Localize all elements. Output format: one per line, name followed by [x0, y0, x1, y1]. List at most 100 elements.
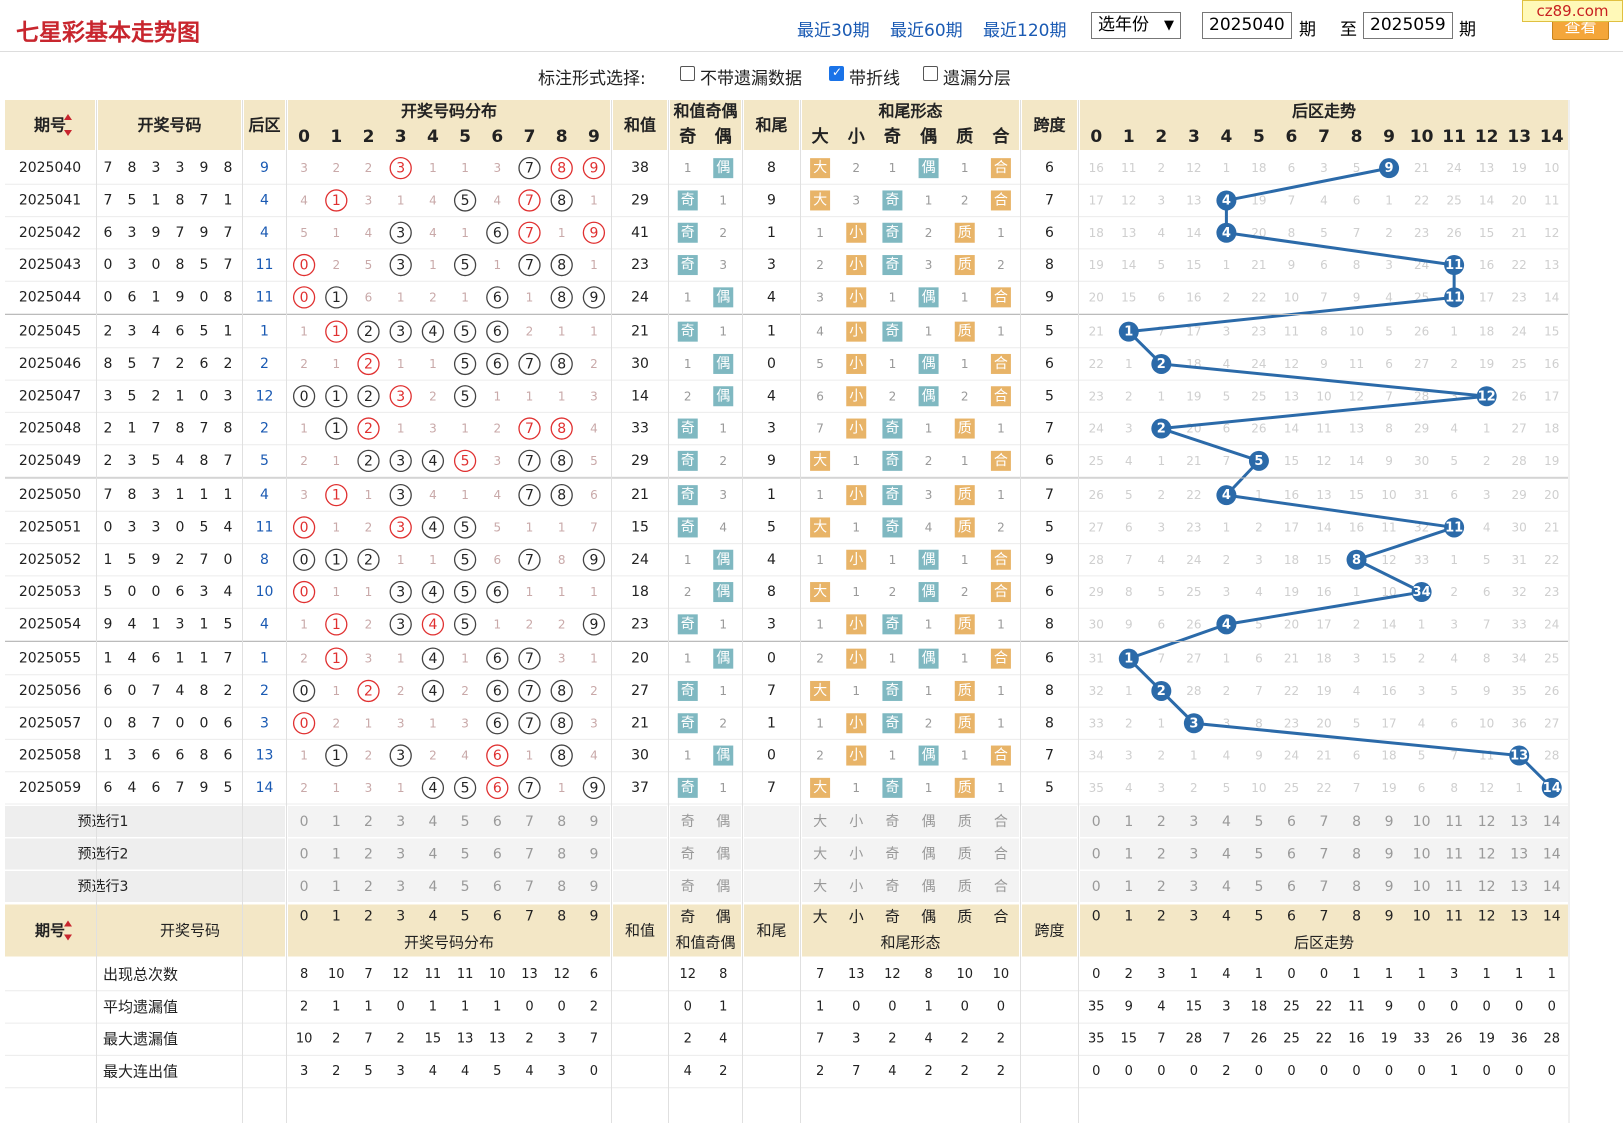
dist-ball	[292, 253, 316, 277]
header-trend-digit: 9	[1383, 127, 1395, 147]
nav-recent-30[interactable]: 最近30期	[797, 21, 870, 41]
span-cell: 7	[1045, 748, 1054, 764]
preselect-trend: 5	[1254, 814, 1263, 830]
trend-ball	[1541, 777, 1562, 798]
dist-miss: 3	[300, 488, 308, 502]
dist-ball	[325, 483, 348, 507]
layered-omission-label[interactable]: 遗漏分层	[943, 69, 1011, 89]
draw-number: 8	[200, 453, 209, 469]
dist-ball-text: 7	[525, 193, 534, 209]
trend-miss: 1	[1223, 258, 1231, 272]
year-select[interactable]: 选年份 ▼	[1091, 12, 1181, 39]
trend-ball-text: 11	[1445, 520, 1463, 535]
span-cell: 6	[1045, 651, 1054, 667]
dist-miss: 1	[461, 488, 469, 502]
period-cell: 2025057	[19, 715, 81, 731]
dist-ball	[389, 449, 412, 473]
dist-ball	[389, 613, 412, 636]
form-miss: 1	[852, 585, 860, 599]
form-tag	[990, 549, 1011, 570]
no-omission-checkbox[interactable]	[680, 66, 695, 81]
dist-miss: 3	[493, 161, 501, 175]
trend-miss: 20	[1512, 193, 1527, 207]
period-from-suffix: 期	[1299, 20, 1316, 40]
trend-miss: 6	[1320, 258, 1328, 272]
preselect-trend: 5	[1254, 879, 1263, 895]
sort-icon[interactable]	[64, 920, 72, 941]
trend-miss: 31	[1089, 652, 1104, 666]
preselect-trend: 9	[1385, 847, 1394, 863]
preselect-bg	[288, 871, 610, 902]
preselect-digit: 0	[300, 814, 309, 830]
nav-recent-60[interactable]: 最近60期	[890, 21, 963, 41]
polyline-label[interactable]: 带折线	[849, 69, 900, 89]
parity-tag-text: 偶	[716, 748, 730, 764]
dist-ball-text: 8	[557, 161, 566, 177]
parity-tag-text: 奇	[681, 224, 695, 241]
trend-miss: 11	[1284, 325, 1299, 339]
no-omission-label[interactable]: 不带遗漏数据	[700, 69, 802, 89]
form-miss: 1	[816, 226, 824, 240]
trend-ball	[1118, 648, 1139, 669]
draw-number: 7	[152, 356, 161, 372]
dist-miss: 4	[429, 488, 437, 502]
dist-ball-text: 5	[461, 324, 470, 340]
layered-omission-checkbox[interactable]	[923, 66, 938, 81]
options-label: 标注形式选择:	[538, 69, 646, 89]
dist-ball-text: 3	[396, 748, 405, 764]
form-tag-text: 质	[958, 324, 972, 340]
form-tag-text: 小	[849, 552, 863, 568]
table-row: 2025045 2 3 4 6 5 1 1 1 1 2 3 4 5 6 2 1 1 21 奇 1 1 4 小奇 1 质 1 5 21 7 1…	[19, 320, 1559, 343]
trend-miss: 6	[1158, 290, 1166, 304]
footer-tail-form: 和尾形态	[880, 934, 940, 952]
dist-miss: 2	[300, 781, 308, 795]
header-trend-digit: 5	[1253, 127, 1265, 147]
dist-ball	[453, 776, 477, 799]
footer-trend-digit: 14	[1543, 909, 1561, 925]
trend-ball-text: 9	[1385, 161, 1394, 176]
tail-cell: 9	[767, 192, 776, 208]
nav-recent-120[interactable]: 最近120期	[983, 21, 1067, 41]
stat-dist: 15	[425, 1032, 442, 1047]
dist-ball-text: 7	[525, 488, 534, 504]
parity-tag-text: 偶	[716, 289, 730, 305]
trend-miss: 5	[1125, 488, 1133, 502]
stat-form: 2	[997, 1064, 1005, 1079]
period-from-input[interactable]: 2025040	[1202, 12, 1292, 39]
polyline-checkbox[interactable]	[829, 65, 844, 81]
dist-ball	[325, 417, 348, 440]
draw-number: 7	[200, 552, 209, 568]
stat-dist: 13	[489, 1032, 506, 1047]
trend-miss: 22	[1251, 290, 1266, 304]
period-to-input[interactable]: 2025059	[1363, 12, 1453, 39]
sum-cell: 24	[631, 289, 649, 305]
trend-ball	[1118, 321, 1139, 342]
stat-form: 1	[816, 999, 824, 1014]
form-tag	[882, 255, 903, 276]
trend-miss: 3	[1158, 520, 1166, 534]
footer-header-cell	[5, 904, 285, 957]
trend-miss: 28	[1414, 389, 1429, 403]
form-tag-text: 奇	[885, 224, 899, 241]
footer-dist: 开奖号码分布	[404, 934, 494, 952]
form-tag-text: 质	[958, 257, 972, 273]
form-miss: 2	[816, 652, 824, 666]
dist-ball	[421, 647, 445, 670]
preselect-trend: 2	[1157, 879, 1166, 895]
dist-miss: 1	[397, 553, 405, 567]
dist-ball	[389, 516, 412, 539]
draw-number: 8	[224, 421, 233, 437]
form-miss: 2	[997, 520, 1005, 534]
span-cell: 8	[1045, 715, 1054, 731]
trend-miss: 16	[1186, 290, 1201, 304]
trend-miss: 35	[1089, 781, 1104, 795]
trend-miss: 10	[1479, 716, 1494, 730]
form-tag	[918, 549, 939, 570]
preselect-bg	[744, 806, 799, 837]
trend-miss: 2	[1385, 226, 1393, 240]
period-cell: 2025050	[19, 487, 81, 503]
stat-trend: 0	[1092, 967, 1100, 982]
sort-icon[interactable]	[64, 114, 72, 136]
draw-number: 1	[104, 552, 113, 568]
preselect-bg	[1080, 871, 1568, 902]
